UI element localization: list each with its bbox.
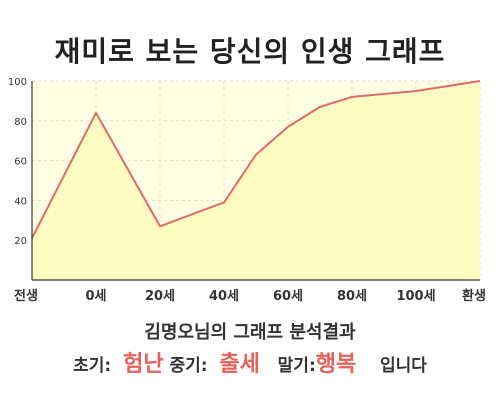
area-fill: [32, 81, 480, 280]
y-tick-label: 40: [14, 196, 27, 207]
x-category-label: 20세: [145, 289, 175, 304]
y-tick-label: 80: [14, 117, 27, 128]
x-category-label: 100세: [396, 289, 435, 304]
x-category-label: 60세: [273, 289, 303, 304]
x-category-label: 0세: [85, 289, 106, 304]
early-label: 초기:: [73, 356, 112, 376]
analysis-heading: 김명오님의 그래프 분석결과: [144, 322, 356, 343]
y-tick-label: 20: [14, 236, 27, 247]
y-tick-label: 60: [14, 157, 27, 168]
mid-label: 중기:: [169, 356, 208, 376]
analysis-summary: 초기: 험난 중기: 출세 말기:행복 입니다: [0, 346, 500, 378]
early-value: 험난: [123, 352, 164, 377]
late-value: 행복: [315, 352, 357, 377]
chart-title: 재미로 보는 당신의 인생 그래프: [54, 35, 446, 68]
x-category-label: 80세: [337, 289, 367, 304]
y-tick-label: 100: [8, 77, 27, 88]
x-category-label: 40세: [209, 289, 239, 304]
late-label: 말기:: [277, 356, 316, 376]
series-line: [31, 80, 481, 239]
x-category-label: 환생: [462, 288, 486, 304]
ending-text: 입니다: [379, 356, 427, 376]
x-category-label: 전생: [14, 288, 38, 304]
mid-value: 출세: [219, 352, 260, 377]
